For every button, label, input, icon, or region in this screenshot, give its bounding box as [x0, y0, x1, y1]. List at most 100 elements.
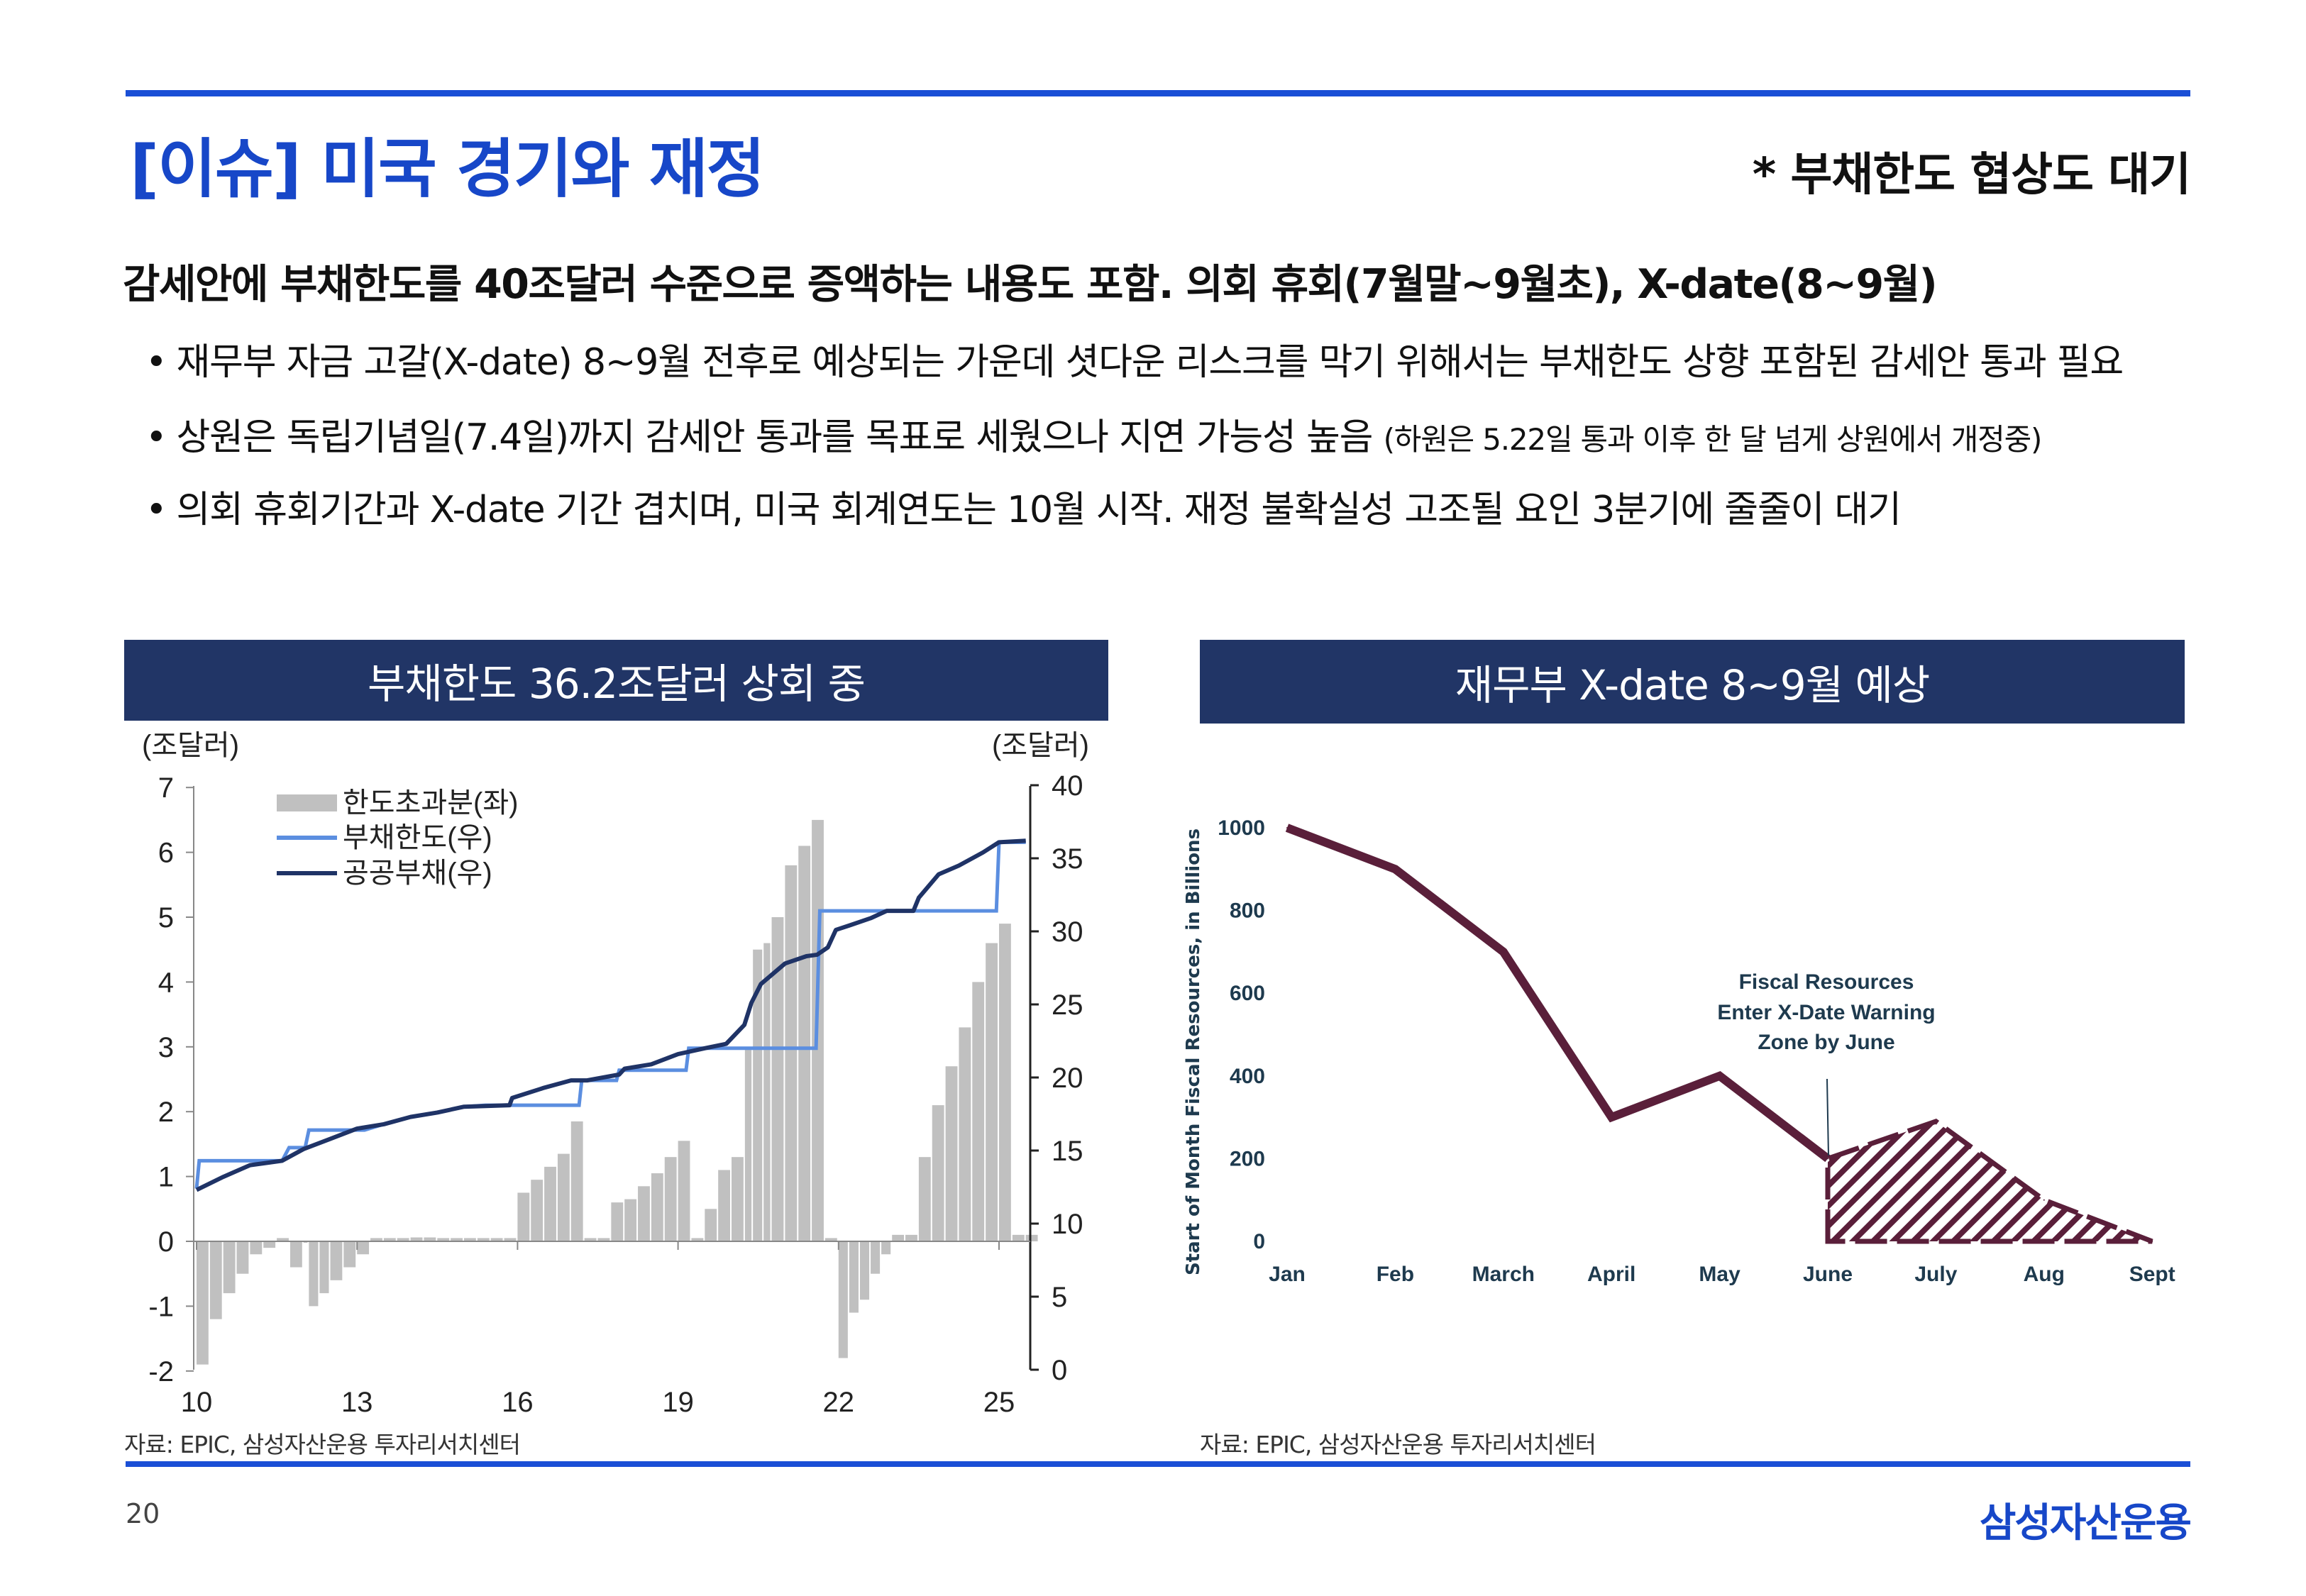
bullet-icon: •: [145, 489, 167, 531]
annotation-line: Enter X-Date Warning: [1717, 1001, 1935, 1024]
excess-bar: [664, 1157, 677, 1241]
left-tick-label: 0: [158, 1226, 174, 1258]
excess-bar: [410, 1237, 423, 1241]
bottom-rule: [126, 1461, 2190, 1467]
data-point: [1827, 1158, 1828, 1160]
right-tick-label: 20: [1052, 1063, 1083, 1094]
excess-bar: [597, 1238, 610, 1241]
excess-bar: [517, 1192, 530, 1241]
excess-bar: [624, 1199, 637, 1241]
excess-bar: [838, 1241, 848, 1358]
excess-bar: [945, 1066, 958, 1241]
excess-bar: [1025, 1234, 1038, 1241]
legend-swatch-excess: [277, 794, 337, 811]
x-tick-label: 16: [502, 1387, 534, 1418]
excess-bar: [289, 1241, 302, 1268]
legend-label: 부채한도(우): [343, 822, 492, 853]
excess-bar: [584, 1238, 597, 1241]
right-panel-header: 재무부 X-date 8~9월 예상: [1200, 640, 2185, 724]
x-tick-label: 13: [341, 1387, 373, 1418]
y-tick-label: 400: [1230, 1065, 1265, 1088]
legend-label: 공공부채(우): [343, 858, 492, 889]
left-tick-label: 4: [158, 967, 174, 998]
left-tick-label: -1: [148, 1291, 174, 1322]
excess-bar: [871, 1241, 881, 1274]
right-source-note: 자료: EPIC, 삼성자산운용 투자리서치센터: [1200, 1431, 1596, 1458]
excess-bar: [972, 982, 985, 1241]
x-tick-label: 19: [662, 1387, 694, 1418]
excess-bar: [370, 1238, 382, 1241]
page-subtitle-tag: * 부채한도 협상도 대기: [1752, 149, 2191, 201]
annotation-line: Zone by June: [1758, 1031, 1894, 1054]
excess-bar: [959, 1027, 971, 1241]
excess-bar: [918, 1157, 931, 1241]
excess-bar: [209, 1241, 222, 1319]
right-tick-label: 0: [1052, 1355, 1067, 1386]
left-panel-header: 부채한도 36.2조달러 상회 중: [124, 640, 1108, 721]
excess-bar: [732, 1157, 744, 1241]
excess-bar: [557, 1153, 570, 1241]
excess-bar: [932, 1105, 944, 1241]
left-tick-label: 1: [158, 1162, 174, 1193]
excess-bar: [319, 1241, 329, 1294]
y-tick-label: 1000: [1218, 816, 1265, 840]
data-point: [1611, 1116, 1613, 1119]
left-tick-label: 5: [158, 902, 174, 933]
y-tick-label: 0: [1253, 1230, 1265, 1253]
data-point: [1719, 1075, 1721, 1077]
excess-bar: [477, 1238, 490, 1241]
data-point: [1935, 1120, 1937, 1122]
excess-bar: [397, 1238, 409, 1241]
x-tick-label: Feb: [1377, 1263, 1414, 1286]
bullet-note: (하원은 5.22일 통과 이후 한 달 넘게 상원에서 개정중): [1383, 422, 2043, 457]
annotation-pointer: [1826, 1078, 1829, 1156]
excess-bar: [437, 1238, 450, 1241]
right-tick-label: 5: [1052, 1282, 1067, 1313]
excess-bar: [236, 1241, 249, 1274]
excess-bar: [859, 1241, 870, 1300]
excess-bar: [490, 1238, 503, 1241]
excess-bar: [881, 1241, 891, 1255]
left-tick-label: 2: [158, 1097, 174, 1128]
bullet-text: 재무부 자금 고갈(X-date) 8~9월 전후로 예상되는 가운데 셧다운 …: [176, 341, 2124, 384]
excess-bar: [263, 1241, 276, 1248]
fiscal-resources-line: [1285, 824, 1831, 1163]
excess-bar: [999, 924, 1011, 1241]
excess-bar: [250, 1241, 263, 1255]
excess-bar: [771, 917, 784, 1241]
excess-bar: [753, 949, 763, 1241]
excess-bar: [570, 1121, 583, 1241]
bullet-item: • 상원은 독립기념일(7.4일)까지 감세안 통과를 목표로 세웠으나 지연 가…: [145, 407, 2043, 460]
page-number: 20: [126, 1498, 160, 1529]
bullet-item: • 의회 휴회기간과 X-date 기간 겹치며, 미국 회계연도는 10월 시작…: [145, 480, 1902, 533]
x-tick-label: 10: [181, 1387, 213, 1418]
excess-bar: [277, 1238, 289, 1241]
excess-bar: [464, 1238, 476, 1241]
excess-bar: [544, 1166, 556, 1241]
x-tick-label: April: [1587, 1263, 1635, 1286]
top-rule: [126, 90, 2190, 96]
excess-bar: [905, 1234, 917, 1241]
excess-bar: [343, 1241, 356, 1268]
bullet-icon: •: [145, 341, 167, 384]
excess-bar: [531, 1180, 544, 1241]
bullet-item: • 재무부 자금 고갈(X-date) 8~9월 전후로 예상되는 가운데 셧다운…: [145, 332, 2124, 385]
left-axis-unit: (조달러): [142, 730, 239, 761]
x-tick-label: March: [1472, 1263, 1535, 1286]
excess-bar: [330, 1241, 343, 1280]
excess-bar: [798, 846, 811, 1241]
right-tick-label: 40: [1052, 770, 1083, 802]
legend: 한도초과분(좌) 부채한도(우) 공공부채(우): [277, 787, 518, 889]
excess-bar: [383, 1238, 396, 1241]
data-point: [1394, 868, 1396, 870]
y-tick-label: 600: [1230, 982, 1265, 1005]
bullet-text: 의회 휴회기간과 X-date 기간 겹치며, 미국 회계연도는 10월 시작.…: [176, 489, 1902, 531]
bullet-icon: •: [145, 416, 167, 459]
x-tick-label: 25: [983, 1387, 1015, 1418]
x-tick-label: Sept: [2129, 1263, 2175, 1286]
data-point: [2043, 1199, 2045, 1201]
legend-label: 한도초과분(좌): [343, 787, 518, 819]
excess-bar: [744, 1046, 752, 1241]
excess-bar: [309, 1241, 319, 1307]
